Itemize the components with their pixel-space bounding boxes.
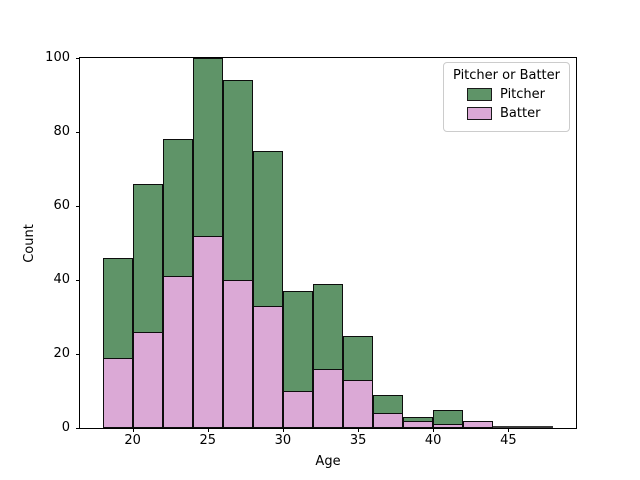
batter-bar-18-20 — [102, 357, 133, 428]
x-tick-mark — [282, 428, 284, 432]
y-tick-label: 20 — [53, 346, 70, 361]
batter-bar-42-44 — [463, 420, 494, 428]
y-tick-label: 100 — [45, 50, 70, 65]
legend-title: Pitcher or Batter — [453, 68, 560, 83]
batter-bar-32-34 — [313, 368, 344, 428]
legend: Pitcher or Batter Pitcher Batter — [443, 62, 570, 132]
y-axis-label-text: Count — [21, 223, 37, 263]
x-tick-label: 40 — [424, 433, 442, 448]
batter-bar-22-24 — [162, 276, 193, 428]
batter-bar-26-28 — [222, 280, 253, 428]
batter-bar-38-40 — [403, 420, 434, 428]
legend-entry-pitcher: Pitcher — [467, 87, 560, 102]
batter-swatch-icon — [467, 107, 493, 120]
empty-bin-edge-44 — [493, 426, 524, 428]
x-axis-label: Age — [315, 454, 341, 469]
batter-bar-20-22 — [132, 331, 163, 428]
y-tick-mark — [76, 58, 80, 59]
x-tick-label: 30 — [274, 433, 292, 448]
batter-bar-24-26 — [192, 235, 223, 428]
y-tick-label: 40 — [53, 272, 70, 287]
batter-bar-28-30 — [252, 305, 283, 428]
y-tick-label: 80 — [53, 124, 70, 139]
y-tick-mark — [76, 428, 80, 429]
y-axis-label: Count — [0, 58, 59, 428]
x-tick-mark — [508, 428, 510, 432]
plot-area: 20 25 30 35 40 45 0 20 40 60 80 100 Age Count Pitch… — [21, 51, 577, 469]
batter-bar-30-32 — [282, 391, 313, 428]
y-tick-label: 60 — [53, 198, 70, 213]
x-tick-mark — [358, 428, 360, 432]
x-tick-mark — [132, 428, 134, 432]
y-tick-mark — [76, 354, 80, 355]
x-tick-mark — [207, 428, 209, 432]
legend-entry-batter: Batter — [467, 106, 560, 121]
y-tick-label: 0 — [61, 420, 70, 435]
batter-bar-40-42 — [433, 424, 464, 428]
y-tick-mark — [76, 132, 80, 133]
legend-entry-label: Batter — [500, 106, 541, 121]
batter-bar-34-36 — [343, 379, 374, 428]
empty-bin-edge-46 — [523, 426, 554, 428]
x-tick-label: 25 — [199, 433, 217, 448]
y-tick-mark — [76, 206, 80, 207]
legend-entry-label: Pitcher — [500, 87, 546, 102]
pitcher-swatch-icon — [467, 88, 493, 101]
x-tick-mark — [433, 428, 435, 432]
y-tick-mark — [76, 280, 80, 281]
x-tick-label: 20 — [124, 433, 141, 448]
x-tick-label: 45 — [500, 433, 517, 448]
x-tick-label: 35 — [349, 433, 367, 448]
batter-bar-36-38 — [373, 413, 404, 428]
